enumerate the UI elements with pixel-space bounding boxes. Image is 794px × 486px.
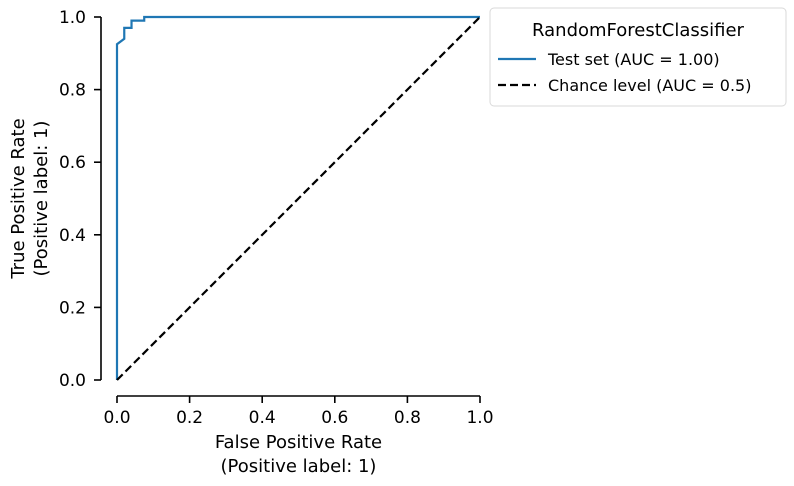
y-axis-label: True Positive Rate — [8, 118, 29, 279]
legend: RandomForestClassifier Test set (AUC = 1… — [489, 7, 787, 107]
y-tick-label: 0.4 — [59, 226, 86, 246]
plot-series — [115, 15, 481, 381]
legend-title: RandomForestClassifier — [532, 20, 745, 41]
legend-entry-label: Test set (AUC = 1.00) — [547, 50, 720, 69]
y-tick-label: 0.0 — [59, 371, 86, 391]
y-tick-label: 0.2 — [59, 298, 86, 318]
y-axis-label-subtitle: (Positive label: 1) — [31, 121, 52, 277]
y-tick-label: 0.8 — [59, 81, 86, 101]
roc-curve-line — [115, 15, 480, 380]
legend-frame — [489, 7, 787, 107]
axes: 0.0 0.2 0.4 0.6 0.8 1.0 0.0 0.2 0.4 0.6 0.8 1.0 — [59, 8, 494, 428]
x-axis-label-subtitle: (Positive label: 1) — [221, 456, 377, 477]
x-axis-label: False Positive Rate — [215, 432, 382, 453]
y-tick-label: 0.6 — [59, 153, 86, 173]
y-tick-label: 1.0 — [59, 8, 86, 28]
x-tick-label: 0.6 — [321, 408, 348, 428]
x-tick-label: 0.4 — [249, 408, 276, 428]
x-tick-label: 0.0 — [103, 408, 130, 428]
chance-level-line — [116, 16, 481, 381]
x-tick-label: 0.2 — [176, 408, 203, 428]
x-tick-label: 0.8 — [394, 408, 421, 428]
x-tick-label: 1.0 — [466, 408, 493, 428]
legend-items: Test set (AUC = 1.00) Chance level (AUC =… — [498, 50, 751, 95]
y-ticks: 0.0 0.2 0.4 0.6 0.8 1.0 — [59, 8, 101, 391]
legend-entry-label: Chance level (AUC = 0.5) — [548, 76, 751, 95]
x-ticks: 0.0 0.2 0.4 0.6 0.8 1.0 — [103, 396, 494, 428]
